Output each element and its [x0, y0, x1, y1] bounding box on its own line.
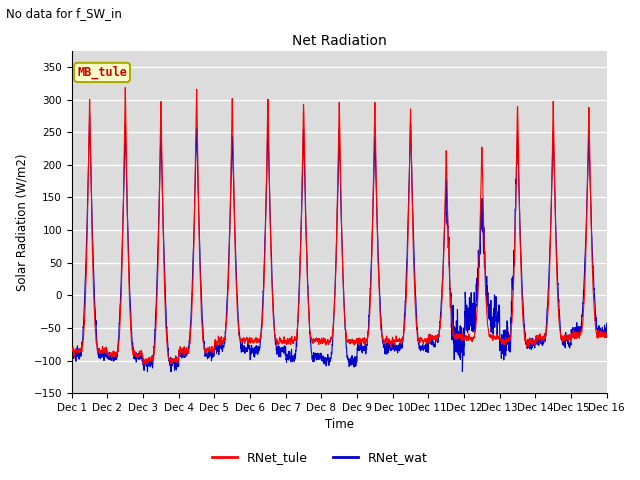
RNet_wat — [460, 334, 467, 340]
RNet_tule — [602, 331, 610, 337]
RNet_tule — [603, 330, 611, 336]
RNet_wat — [319, 358, 327, 363]
RNet_wat — [167, 369, 175, 375]
RNet_tule — [68, 348, 76, 354]
RNet_wat — [429, 339, 437, 345]
RNet_wat — [68, 350, 76, 356]
RNet_tule — [429, 335, 437, 341]
RNet_tule — [490, 335, 497, 340]
RNet_wat — [490, 309, 497, 314]
RNet_tule — [460, 334, 467, 340]
RNet_wat — [164, 347, 172, 352]
RNet_tule — [141, 362, 149, 368]
RNet_tule — [319, 336, 327, 342]
Line: RNet_tule: RNet_tule — [72, 87, 607, 365]
RNet_wat — [86, 111, 93, 117]
RNet_wat — [602, 327, 610, 333]
Title: Net Radiation: Net Radiation — [292, 34, 387, 48]
RNet_wat — [603, 320, 611, 326]
X-axis label: Time: Time — [324, 419, 354, 432]
Line: RNet_wat: RNet_wat — [72, 114, 607, 372]
RNet_tule — [164, 354, 172, 360]
Text: No data for f_SW_in: No data for f_SW_in — [6, 7, 122, 20]
Text: MB_tule: MB_tule — [77, 66, 127, 79]
Legend: RNet_tule, RNet_wat: RNet_tule, RNet_wat — [207, 446, 433, 469]
RNet_tule — [122, 84, 129, 90]
Y-axis label: Solar Radiation (W/m2): Solar Radiation (W/m2) — [15, 153, 28, 291]
